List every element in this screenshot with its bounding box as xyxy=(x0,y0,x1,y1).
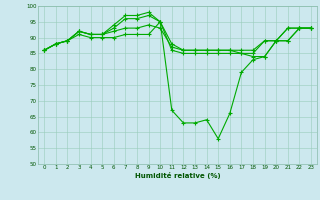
X-axis label: Humidité relative (%): Humidité relative (%) xyxy=(135,172,220,179)
